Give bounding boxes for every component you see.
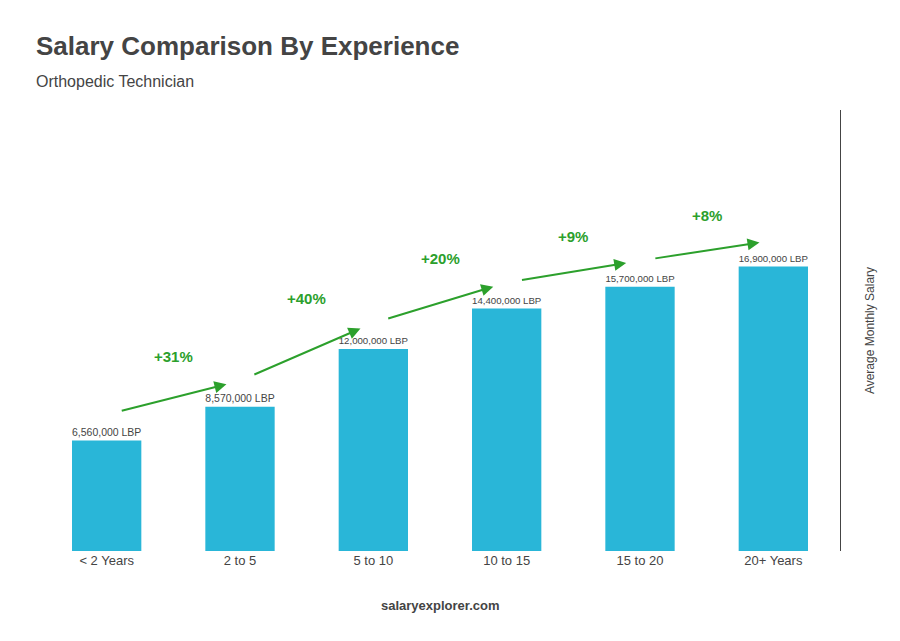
svg-text:Average Monthly Salary: Average Monthly Salary xyxy=(863,267,877,394)
svg-text:+8%: +8% xyxy=(692,207,722,224)
svg-text:2 to 5: 2 to 5 xyxy=(224,553,257,568)
svg-text:Salary Comparison By Experienc: Salary Comparison By Experience xyxy=(36,31,459,61)
svg-text:+31%: +31% xyxy=(154,348,193,365)
svg-text:salaryexplorer.com: salaryexplorer.com xyxy=(381,598,500,613)
svg-text:14,400,000 LBP: 14,400,000 LBP xyxy=(472,295,541,306)
svg-text:20+ Years: 20+ Years xyxy=(744,553,803,568)
svg-text:10 to 15: 10 to 15 xyxy=(483,553,530,568)
svg-text:+40%: +40% xyxy=(287,290,326,307)
svg-text:15 to 20: 15 to 20 xyxy=(617,553,664,568)
svg-text:12,000,000 LBP: 12,000,000 LBP xyxy=(339,335,408,346)
svg-text:15,700,000 LBP: 15,700,000 LBP xyxy=(605,273,674,284)
svg-text:Orthopedic Technician: Orthopedic Technician xyxy=(36,73,194,90)
svg-text:+9%: +9% xyxy=(558,228,588,245)
svg-text:< 2 Years: < 2 Years xyxy=(79,553,134,568)
svg-text:16,900,000 LBP: 16,900,000 LBP xyxy=(739,253,808,264)
svg-text:6,560,000 LBP: 6,560,000 LBP xyxy=(72,427,141,438)
svg-text:+20%: +20% xyxy=(421,250,460,267)
svg-text:5 to 10: 5 to 10 xyxy=(353,553,393,568)
svg-text:8,570,000 LBP: 8,570,000 LBP xyxy=(205,393,274,404)
